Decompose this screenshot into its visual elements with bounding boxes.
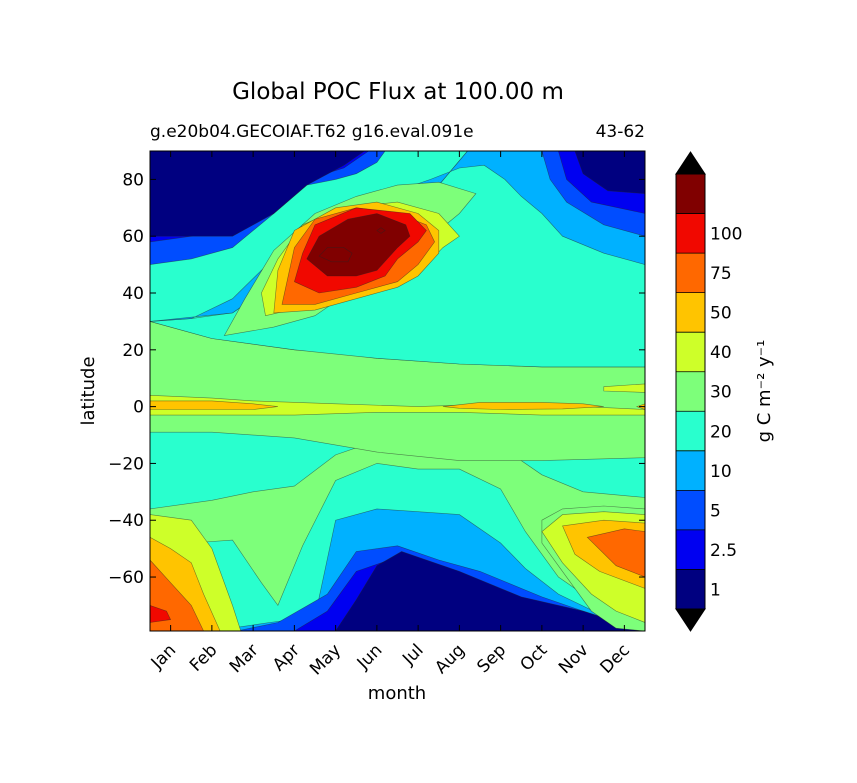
y-tick-label: 60 [122, 227, 144, 247]
colorbar-swatch [676, 490, 705, 531]
colorbar-extend-under [675, 608, 706, 632]
colorbar-tick-label: 5 [710, 501, 721, 521]
y-axis-label: latitude [78, 356, 99, 425]
x-tick-label: Feb [186, 640, 221, 675]
x-tick-label: May [306, 640, 345, 679]
x-axis-label: month [368, 683, 426, 704]
y-axis: 80 60 40 20 0 −20 −40 −60 [108, 170, 645, 588]
x-tick-label: Aug [431, 640, 469, 678]
y-tick-label: −40 [108, 511, 144, 531]
contour-band-13 [150, 605, 172, 623]
colorbar-swatch [676, 332, 705, 373]
contour-band-27 [574, 151, 645, 194]
contour-band-15 [150, 394, 645, 416]
x-tick-label: Jun [353, 640, 387, 674]
contour-band-9 [586, 528, 645, 578]
colorbar-extend-over [675, 151, 706, 175]
x-tick-label: Jan [147, 640, 180, 673]
chart-subtitle-left: g.e20b04.GECOIAF.T62 g16.eval.091e [150, 122, 474, 142]
colorbar-tick-label: 20 [710, 422, 732, 442]
x-tick-label: Nov [555, 640, 593, 678]
plot-frame [149, 150, 646, 632]
chart-title: Global POC Flux at 100.00 m [232, 79, 564, 105]
contour-band-35 [376, 227, 386, 234]
colorbar-swatch [676, 213, 705, 254]
colorbar-swatch [676, 174, 705, 214]
colorbar-swatch [676, 292, 705, 333]
colorbar-tick-label: 2.5 [710, 541, 737, 561]
colorbar-tick-label: 30 [710, 383, 732, 403]
colorbar-swatch [676, 529, 705, 570]
colorbar-tick-label: 75 [710, 264, 732, 284]
contour-band-19 [603, 383, 645, 393]
colorbar: 1 2.5 5 10 20 30 40 50 75 100 [675, 151, 742, 632]
y-tick-label: 40 [122, 284, 144, 304]
contour-band-26 [150, 151, 366, 237]
contour-band-16 [150, 400, 278, 410]
x-tick-label: Oct [516, 640, 551, 675]
colorbar-tick-label: 1 [710, 580, 721, 600]
colorbar-tick-label: 50 [710, 304, 732, 324]
colorbar-swatch [676, 411, 705, 452]
y-tick-label: 80 [122, 170, 144, 190]
contour-band-17 [442, 402, 604, 410]
chart-subtitle-right: 43-62 [596, 122, 645, 142]
x-tick-label: Mar [226, 640, 263, 677]
colorbar-swatch [676, 371, 705, 412]
colorbar-frame [675, 173, 706, 610]
contour-band-34 [318, 247, 353, 263]
y-tick-label: −60 [108, 568, 144, 588]
colorbar-tick-label: 40 [710, 343, 732, 363]
contour-regions [150, 151, 645, 631]
colorbar-swatch [676, 253, 705, 293]
x-tick-label: Jul [398, 640, 427, 669]
colorbar-swatch [676, 450, 705, 491]
y-tick-label: 20 [122, 341, 144, 361]
colorbar-label: g C m⁻² y⁻¹ [754, 340, 775, 443]
x-tick-label: Sep [473, 640, 510, 677]
x-tick-label: Dec [597, 640, 634, 677]
x-tick-label: Apr [269, 640, 304, 675]
colorbar-tick-label: 100 [710, 225, 742, 245]
y-tick-label: 0 [133, 398, 144, 418]
colorbar-swatch [676, 569, 705, 610]
y-tick-label: −20 [108, 454, 144, 474]
colorbar-tick-label: 10 [710, 462, 732, 482]
plot-area [149, 150, 646, 632]
